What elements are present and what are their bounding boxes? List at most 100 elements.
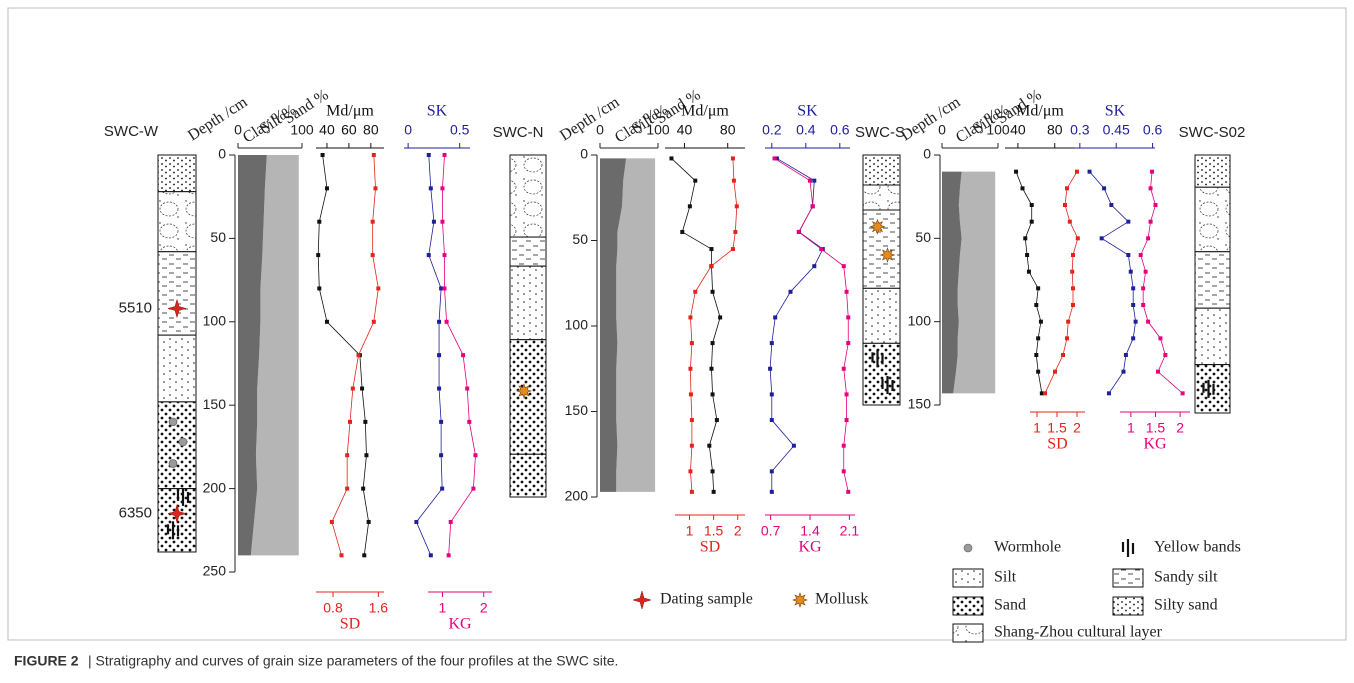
data-point xyxy=(317,286,321,290)
data-point xyxy=(1149,186,1153,190)
axis-title: KG xyxy=(798,539,822,556)
data-point xyxy=(427,153,431,157)
data-point xyxy=(321,153,325,157)
tick-label: 1 xyxy=(1127,420,1135,436)
dating-sample-icon xyxy=(633,591,651,609)
data-point xyxy=(690,341,694,345)
data-point xyxy=(1109,203,1113,207)
data-point xyxy=(357,353,361,357)
figure: FIGURE 2 | Stratigraphy and curves of gr… xyxy=(0,0,1354,683)
data-point xyxy=(1107,391,1111,395)
data-point xyxy=(467,420,471,424)
legend-text: Sandy silt xyxy=(1154,569,1218,586)
data-point xyxy=(669,156,673,160)
layer xyxy=(863,343,900,405)
data-point xyxy=(731,247,735,251)
y-tick-label: 150 xyxy=(908,396,932,412)
data-point xyxy=(461,353,465,357)
tick-label: 40 xyxy=(677,122,693,138)
curve xyxy=(775,158,849,491)
axis-title: Md/μm xyxy=(326,103,374,120)
profile-name: SWC-S02 xyxy=(1179,124,1246,141)
data-point xyxy=(364,453,368,457)
data-point xyxy=(711,469,715,473)
y-tick-label: 50 xyxy=(572,231,588,247)
legend-swatch xyxy=(953,624,983,642)
data-point xyxy=(1126,220,1130,224)
tick-label: 0.8 xyxy=(323,600,343,616)
data-point xyxy=(712,490,716,494)
data-point xyxy=(709,247,713,251)
data-point xyxy=(1131,336,1135,340)
data-point xyxy=(1066,320,1070,324)
data-point xyxy=(1036,286,1040,290)
data-point xyxy=(325,186,329,190)
legend-text: Silt xyxy=(994,569,1017,586)
tick-label: 1 xyxy=(686,523,694,539)
axis-title: Md/μm xyxy=(681,103,729,120)
y-tick-label: 50 xyxy=(915,229,931,245)
layer xyxy=(1195,308,1230,364)
data-point xyxy=(811,204,815,208)
layer xyxy=(1195,155,1230,187)
curve xyxy=(671,158,720,491)
data-point xyxy=(1121,370,1125,374)
data-point xyxy=(367,520,371,524)
tick-label: 0 xyxy=(938,122,946,138)
layer xyxy=(510,237,546,266)
data-point xyxy=(1034,353,1038,357)
data-point xyxy=(707,444,711,448)
data-point xyxy=(718,315,722,319)
data-point xyxy=(360,387,364,391)
silt-area xyxy=(953,172,995,394)
data-point xyxy=(1076,236,1080,240)
data-point xyxy=(371,220,375,224)
y-tick-label: 100 xyxy=(203,313,227,329)
data-point xyxy=(688,204,692,208)
data-point xyxy=(735,204,739,208)
data-point xyxy=(1181,391,1185,395)
y-tick-label: 0 xyxy=(923,146,931,162)
data-point xyxy=(1053,370,1057,374)
data-point xyxy=(1061,353,1065,357)
layer xyxy=(510,454,546,497)
data-point xyxy=(372,153,376,157)
data-point xyxy=(1131,286,1135,290)
data-point xyxy=(770,469,774,473)
data-point xyxy=(1043,391,1047,395)
axis-title: SD xyxy=(340,616,360,633)
tick-label: 0 xyxy=(404,122,412,138)
data-point xyxy=(770,490,774,494)
caption-label: FIGURE 2 xyxy=(14,653,79,669)
data-point xyxy=(437,387,441,391)
profile-name: SWC-S xyxy=(855,124,905,141)
data-point xyxy=(845,418,849,422)
data-point xyxy=(429,186,433,190)
curve xyxy=(690,158,736,491)
data-point xyxy=(1068,220,1072,224)
data-point xyxy=(372,320,376,324)
y-tick-label: 200 xyxy=(565,488,589,504)
data-point xyxy=(325,320,329,324)
data-point xyxy=(846,490,850,494)
data-point xyxy=(1150,170,1154,174)
wormhole-icon xyxy=(169,460,177,468)
data-point xyxy=(842,264,846,268)
y-tick-label: 0 xyxy=(218,146,226,162)
data-point xyxy=(1149,220,1153,224)
data-point xyxy=(689,392,693,396)
tick-label: 0.4 xyxy=(796,122,816,138)
tick-label: 2 xyxy=(480,600,488,616)
data-point xyxy=(715,418,719,422)
layer xyxy=(863,155,900,185)
tick-label: 1.5 xyxy=(1146,420,1166,436)
legend-swatch xyxy=(953,597,983,615)
data-point xyxy=(711,341,715,345)
data-point xyxy=(693,290,697,294)
data-point xyxy=(688,367,692,371)
mollusk-icon xyxy=(871,220,885,234)
data-point xyxy=(733,230,737,234)
data-point xyxy=(1124,353,1128,357)
data-point xyxy=(437,353,441,357)
y-tick-label: 150 xyxy=(565,402,589,418)
